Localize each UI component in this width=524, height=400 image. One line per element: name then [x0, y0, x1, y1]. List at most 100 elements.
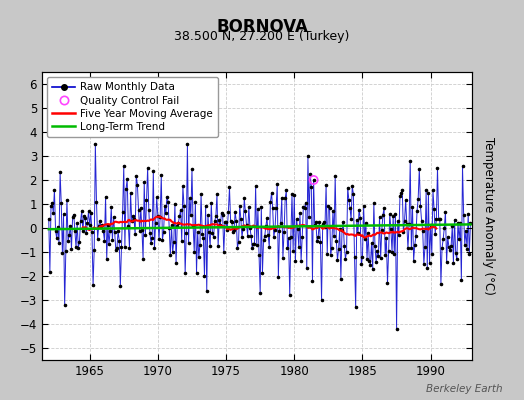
Point — [125, 244, 134, 251]
Point — [309, 177, 318, 183]
Point — [414, 195, 422, 202]
Point — [117, 244, 126, 250]
Point — [413, 208, 421, 214]
Point — [253, 242, 261, 248]
Point — [354, 230, 362, 236]
Point — [453, 256, 461, 262]
Point — [136, 228, 144, 234]
Point — [355, 206, 363, 213]
Point — [60, 302, 69, 308]
Point — [181, 270, 189, 277]
Point — [362, 220, 370, 226]
Point — [121, 244, 129, 250]
Point — [409, 258, 418, 264]
Point — [141, 232, 149, 238]
Point — [156, 214, 165, 220]
Point — [356, 215, 364, 221]
Point — [223, 227, 232, 233]
Point — [166, 252, 174, 259]
Point — [55, 240, 63, 246]
Point — [282, 187, 290, 194]
Point — [200, 273, 209, 279]
Point — [297, 258, 305, 264]
Point — [98, 222, 106, 228]
Point — [248, 245, 256, 252]
Point — [165, 225, 173, 231]
Point — [278, 194, 286, 201]
Point — [207, 200, 215, 206]
Point — [196, 241, 204, 248]
Point — [208, 230, 216, 236]
Point — [261, 223, 270, 229]
Point — [164, 198, 172, 205]
Point — [268, 205, 277, 211]
Point — [462, 227, 470, 234]
Point — [436, 281, 445, 287]
Point — [79, 228, 87, 234]
Point — [249, 241, 257, 247]
Point — [85, 222, 94, 228]
Point — [283, 245, 292, 252]
Point — [174, 220, 182, 226]
Point — [325, 204, 334, 211]
Point — [466, 220, 475, 226]
Point — [86, 210, 95, 217]
Point — [46, 269, 54, 275]
Point — [143, 197, 151, 204]
Point — [110, 214, 118, 220]
Point — [346, 205, 354, 212]
Point — [258, 270, 267, 276]
Point — [244, 232, 252, 239]
Point — [131, 231, 139, 237]
Point — [381, 252, 389, 258]
Point — [369, 200, 378, 206]
Point — [322, 182, 330, 188]
Point — [306, 170, 314, 177]
Point — [78, 208, 86, 214]
Point — [246, 224, 254, 231]
Point — [198, 231, 206, 237]
Point — [361, 236, 369, 242]
Point — [152, 194, 161, 201]
Point — [374, 253, 383, 259]
Point — [163, 194, 171, 200]
Point — [193, 229, 202, 235]
Point — [234, 238, 243, 245]
Point — [88, 228, 96, 235]
Point — [205, 229, 213, 236]
Point — [380, 204, 388, 211]
Point — [227, 218, 236, 225]
Point — [332, 237, 341, 244]
Point — [74, 244, 82, 251]
Point — [452, 250, 460, 256]
Point — [113, 245, 121, 251]
Point — [427, 222, 435, 229]
Point — [231, 209, 239, 215]
Point — [130, 216, 138, 222]
Point — [64, 238, 72, 244]
Point — [418, 218, 426, 224]
Point — [386, 211, 394, 217]
Point — [323, 250, 331, 257]
Point — [57, 200, 66, 207]
Point — [80, 212, 88, 219]
Point — [203, 288, 211, 294]
Legend: Raw Monthly Data, Quality Control Fail, Five Year Moving Average, Long-Term Tren: Raw Monthly Data, Quality Control Fail, … — [47, 77, 219, 137]
Point — [133, 182, 141, 188]
Point — [158, 236, 167, 243]
Point — [454, 220, 462, 226]
Point — [145, 206, 153, 213]
Point — [53, 224, 62, 230]
Point — [219, 212, 227, 218]
Point — [69, 214, 77, 220]
Point — [294, 244, 303, 250]
Point — [304, 153, 312, 159]
Point — [464, 211, 472, 217]
Point — [238, 233, 246, 240]
Point — [319, 221, 327, 228]
Point — [416, 202, 424, 209]
Point — [90, 247, 99, 253]
Point — [359, 203, 368, 210]
Point — [271, 226, 279, 233]
Point — [432, 215, 441, 222]
